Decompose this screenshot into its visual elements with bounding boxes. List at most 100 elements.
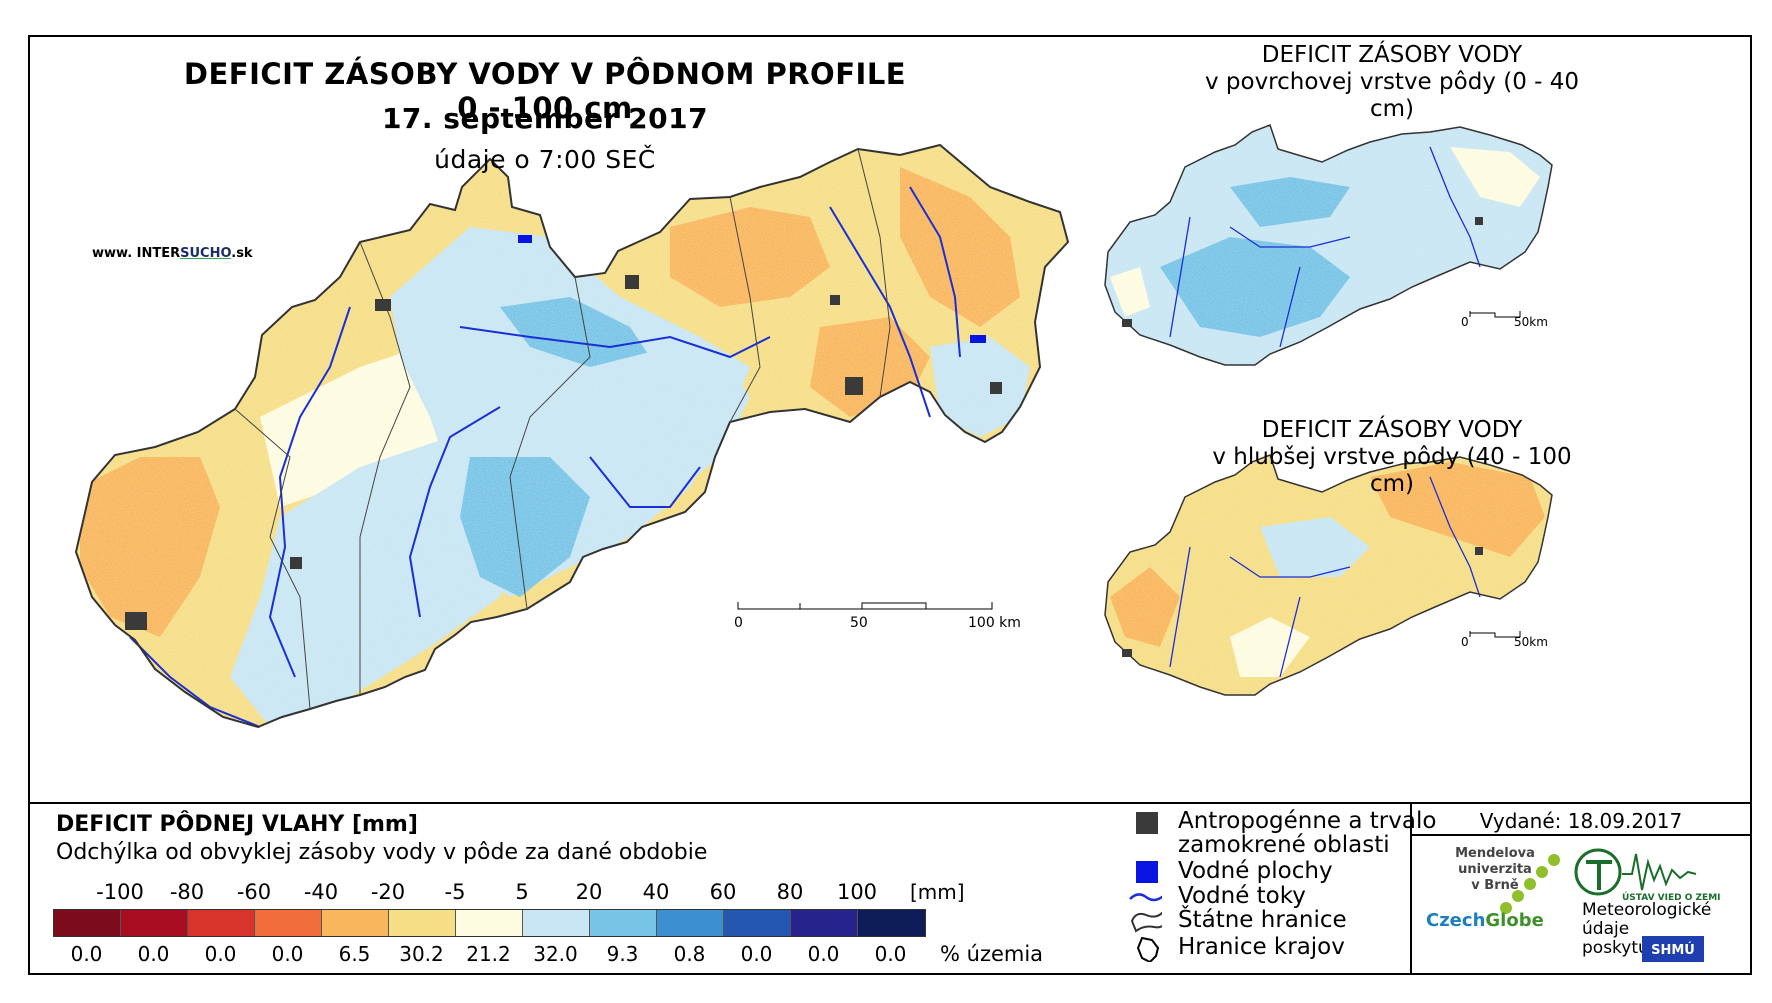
river-hornad: [829, 206, 931, 418]
inset-top-texture: [1105, 125, 1552, 365]
mendel-dots-icon: [1500, 854, 1560, 914]
map-frame: DEFICIT ZÁSOBY VODY V PÔDNOM PROFILE 0 -…: [28, 35, 1752, 975]
legend-label-hranice-krajov: Hranice krajov: [1178, 934, 1345, 960]
region-border: [234, 408, 311, 710]
legend-color-cell: [456, 910, 523, 936]
meteo-line2: údaje: [1582, 919, 1630, 939]
legend-label-vodne-plochy: Vodné plochy: [1178, 858, 1333, 884]
water-body: [970, 335, 986, 343]
legend-color-cell: [255, 910, 322, 936]
river: [1429, 476, 1481, 598]
river-ondava: [909, 186, 961, 358]
inset-bottom-scale-bar: [1469, 631, 1521, 638]
river: [1429, 146, 1481, 268]
inset-bottom-urban-areas: [1122, 547, 1483, 657]
legend-color-cell: [188, 910, 255, 936]
inset-top-title: DEFICIT ZÁSOBY VODY v povrchovej vrstve …: [1202, 42, 1582, 123]
legend-tick-label: 60: [709, 880, 737, 904]
shmu-logo-text: SHMÚ: [1651, 942, 1695, 958]
inset-top-scale-label-50: 50km: [1514, 315, 1548, 329]
legend-color-cell: [657, 910, 724, 936]
inset-bottom-title-line1: DEFICIT ZÁSOBY VODY: [1261, 417, 1523, 443]
mendel-university-logo-text: Mendelova univerzita v Brně: [1440, 846, 1550, 894]
legend-title: DEFICIT PÔDNEJ VLAHY [mm]: [56, 812, 418, 837]
region-border: [729, 196, 761, 423]
river: [1169, 216, 1191, 338]
legend-percent-value: 0.8: [673, 942, 706, 966]
river-vah: [268, 306, 351, 678]
river: [1169, 546, 1191, 668]
region-border-icon: [1136, 936, 1160, 962]
czechglobe-logo: CzechGlobe: [1426, 912, 1544, 930]
inset-top-title-line2: v povrchovej vrstve pôdy (0 - 40 cm): [1204, 69, 1580, 122]
legend-tick-label: 20: [575, 880, 603, 904]
legend-color-cell: [54, 910, 121, 936]
website-link[interactable]: www. INTERSUCHO.sk: [92, 246, 253, 261]
legend-percent-value: 0.0: [204, 942, 237, 966]
website-suffix: .sk: [231, 246, 253, 261]
river: [1279, 266, 1301, 348]
mendel-line2: univerzita: [1458, 862, 1532, 877]
legend-tick-label: -80: [169, 880, 205, 904]
legend-percent-value: 21.2: [466, 942, 511, 966]
main-scale-label-50: 50: [850, 615, 868, 631]
river-danube: [129, 636, 261, 728]
legend-color-cell: [590, 910, 657, 936]
main-scale-label-100: 100 km: [968, 615, 1021, 631]
legend-unit: [mm]: [910, 880, 965, 904]
inset-bottom-state-border: [1104, 454, 1553, 696]
legend-label-statne-hranice: Štátne hranice: [1178, 907, 1347, 933]
legend-percent-value: 0.0: [137, 942, 170, 966]
inset-bottom-rivers: [1169, 476, 1481, 678]
legend-color-cell: [121, 910, 188, 936]
legend-tick-label: -60: [236, 880, 272, 904]
website-prefix: www. INTER: [92, 246, 181, 261]
legend-percent-value: 0.0: [740, 942, 773, 966]
river-hron: [459, 326, 771, 359]
legend-tick-label: 5: [515, 880, 529, 904]
mendel-line1: Mendelova: [1455, 846, 1535, 861]
main-map-title: DEFICIT ZÁSOBY VODY V PÔDNOM PROFILE 0 -…: [183, 57, 907, 125]
website-brand: SUCHO: [180, 246, 232, 261]
inset-top-state-border: [1104, 124, 1553, 366]
legend-panel: DEFICIT PÔDNEJ VLAHY [mm] Odchýlka od ob…: [30, 802, 1750, 973]
legend-tick-label: -20: [370, 880, 406, 904]
urban-area: [1475, 547, 1483, 555]
urban-area: [290, 557, 302, 569]
legend-tick-label: 40: [642, 880, 670, 904]
legend-percent-value: 6.5: [338, 942, 371, 966]
main-region-borders: [234, 148, 891, 710]
river: [1229, 226, 1351, 248]
inset-top-scale-bar: [1469, 311, 1521, 318]
water-body-icon: [1136, 861, 1158, 883]
ustav-logo-text: ÚSTAV VIED O ZEMI: [1622, 891, 1721, 903]
main-map-time-note: údaje o 7:00 SEČ: [434, 145, 656, 174]
urban-area: [125, 612, 147, 630]
meteo-line1: Meteorologické: [1582, 900, 1712, 920]
urban-area: [375, 299, 391, 311]
legend-percent-value: 9.3: [606, 942, 639, 966]
mendel-line3: v Brně: [1471, 878, 1519, 893]
main-map-date: 17. september 2017: [381, 102, 709, 135]
main-urban-areas: [125, 275, 1002, 630]
inset-bottom-scale-label-50: 50km: [1514, 635, 1548, 649]
main-map: [74, 143, 1070, 729]
region-border: [857, 148, 891, 398]
legend-subtitle: Odchýlka od obvyklej zásoby vody v pôde …: [56, 840, 708, 865]
river-ipel: [589, 456, 701, 508]
main-water-bodies: [518, 235, 986, 343]
main-scale-bar: [737, 602, 993, 610]
urban-area-icon: [1136, 812, 1158, 834]
legend-color-cell: [322, 910, 389, 936]
region-border: [509, 276, 591, 610]
ustav-vied-o-zemi-logo: ÚSTAV VIED O ZEMI: [1574, 848, 1721, 903]
shmu-logo: SHMÚ: [1642, 936, 1704, 962]
legend-color-cell: [389, 910, 456, 936]
legend-percent-value: 0.0: [874, 942, 907, 966]
state-border-icon: [1130, 911, 1162, 933]
river: [1229, 556, 1351, 578]
river: [1279, 596, 1301, 678]
legend-percent-unit: % územia: [940, 942, 1044, 966]
urban-area: [625, 275, 639, 289]
legend-percent-value: 0.0: [271, 942, 304, 966]
